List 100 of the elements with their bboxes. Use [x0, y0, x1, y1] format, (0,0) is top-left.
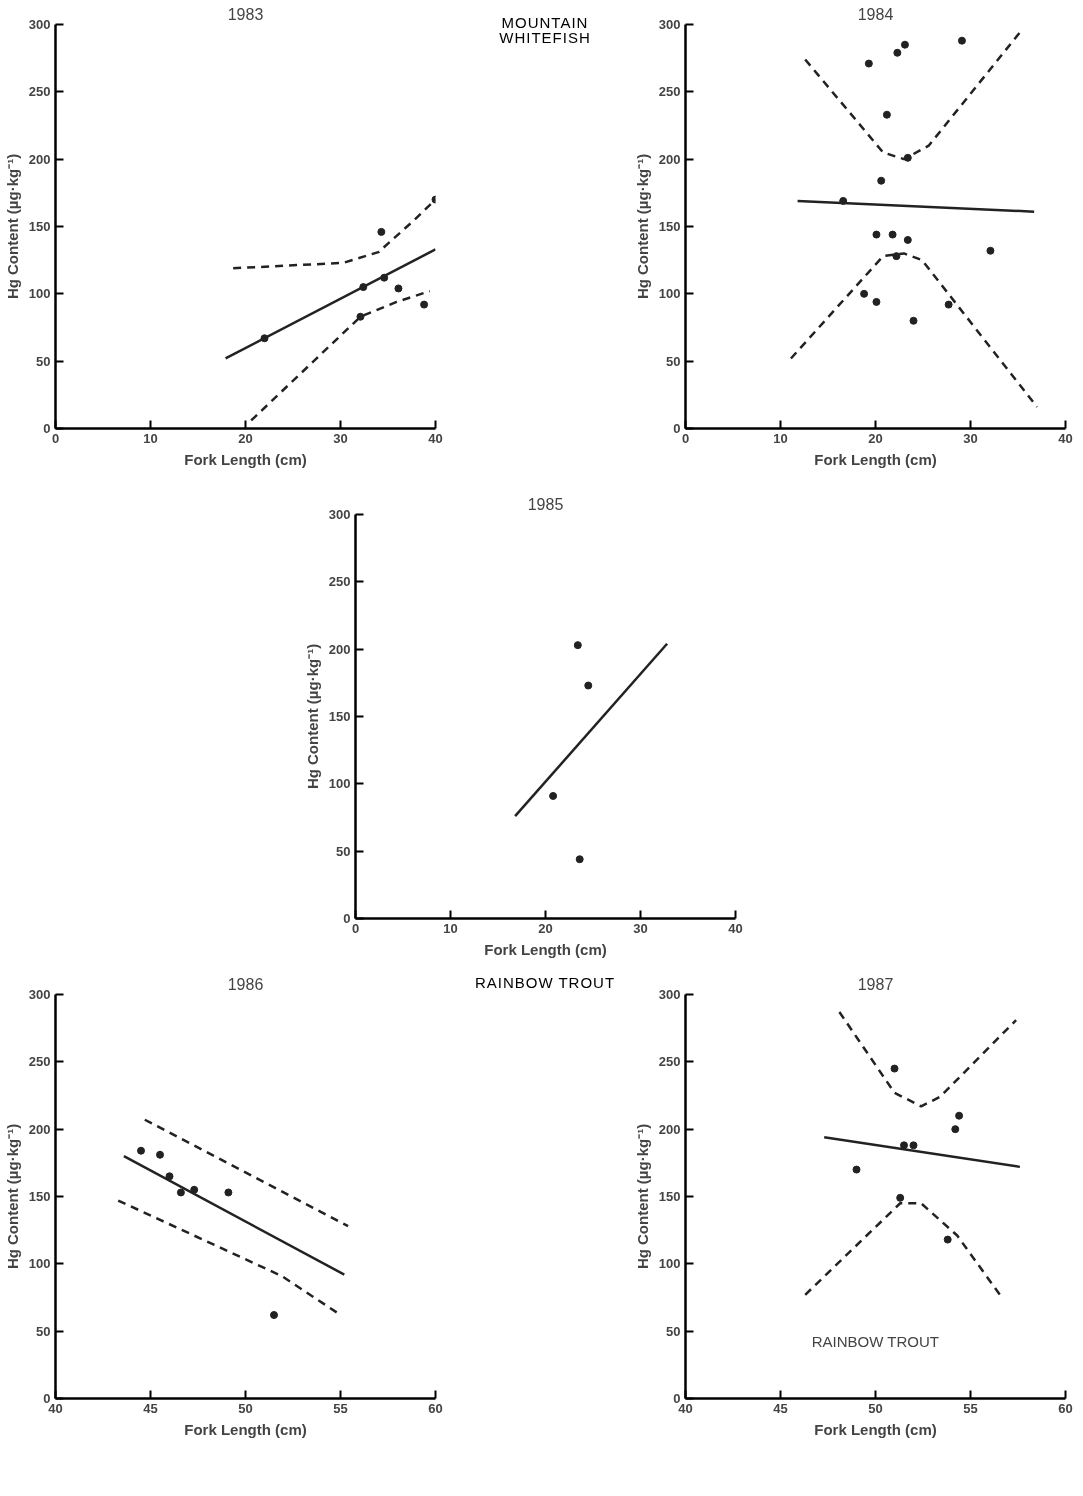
x-tick-label: 10 — [143, 430, 158, 446]
point — [888, 230, 897, 239]
y-tick-label: 250 — [658, 84, 681, 100]
point — [224, 1188, 233, 1197]
y-axis-title: Hg Content (µg·kg⁻¹) — [303, 643, 321, 790]
y-tick-label: 250 — [28, 1054, 51, 1070]
y-tick-label: 50 — [36, 1323, 51, 1339]
y-tick-label: 250 — [658, 1054, 681, 1070]
x-tick-label: 60 — [1058, 1400, 1073, 1416]
point — [549, 791, 558, 800]
point — [394, 284, 403, 293]
x-axis-title: Fork Length (cm) — [814, 1420, 937, 1438]
x-tick-label: 10 — [443, 920, 458, 936]
point — [892, 252, 901, 261]
x-tick-label: 55 — [333, 1400, 348, 1416]
y-tick-label: 50 — [36, 353, 51, 369]
text: MOUNTAIN WHITEFISH — [498, 14, 592, 46]
y-tick-label: 150 — [658, 1189, 681, 1204]
point — [156, 1150, 164, 1159]
text: RAINBOW TROUT — [474, 974, 616, 991]
point — [573, 641, 582, 650]
y-tick-label: 150 — [328, 709, 351, 724]
x-tick-label: 50 — [238, 1400, 253, 1416]
y-tick-label: 50 — [666, 1323, 681, 1339]
y-tick-label: 300 — [328, 507, 351, 522]
point — [420, 300, 429, 309]
chart-title: 1983 — [227, 5, 264, 23]
x-tick-label: 20 — [538, 920, 553, 936]
point — [270, 1311, 278, 1319]
y-tick-label: 300 — [28, 17, 51, 32]
y-tick-label: 300 — [658, 987, 681, 1002]
y-tick-label: 50 — [336, 843, 351, 859]
y-axis-title: Hg Content (µg·kg⁻¹) — [3, 153, 21, 300]
point — [584, 681, 593, 690]
x-axis-title: Fork Length (cm) — [814, 450, 937, 468]
x-tick-label: 50 — [868, 1400, 883, 1416]
y-tick-label: 200 — [28, 1121, 51, 1137]
point — [176, 1188, 185, 1197]
point — [377, 227, 386, 236]
point — [896, 1193, 905, 1202]
y-tick-label: 200 — [328, 641, 351, 657]
point — [909, 1141, 918, 1150]
chart-title: 1986 — [227, 975, 264, 993]
point — [575, 855, 584, 864]
point — [872, 297, 881, 306]
point — [356, 312, 365, 321]
point — [165, 1172, 174, 1181]
y-tick-label: 200 — [28, 151, 51, 167]
x-tick-label: 45 — [143, 1400, 158, 1416]
x-tick-label: 40 — [728, 920, 743, 936]
point — [951, 1125, 960, 1134]
point — [900, 1141, 908, 1150]
point — [903, 235, 912, 244]
point — [900, 40, 909, 49]
y-tick-label: 300 — [28, 987, 51, 1002]
x-tick-label: 30 — [333, 430, 348, 446]
x-tick-label: 30 — [963, 430, 978, 446]
line-series — [249, 289, 432, 422]
chart-title: 1985 — [527, 495, 564, 513]
x-tick-label: 60 — [428, 1400, 443, 1416]
x-tick-label: 55 — [963, 1400, 978, 1416]
y-axis-title: Hg Content (µg·kg⁻¹) — [3, 1123, 21, 1270]
point — [190, 1185, 199, 1194]
x-axis-title: Fork Length (cm) — [184, 450, 307, 468]
x-axis-title: Fork Length (cm) — [484, 940, 607, 958]
point — [877, 176, 886, 185]
point — [852, 1165, 861, 1174]
line-series — [803, 29, 1023, 161]
y-tick-label: 100 — [658, 1256, 681, 1272]
annotation: RAINBOW TROUT — [811, 1333, 939, 1351]
y-tick-label: 50 — [666, 353, 681, 369]
point — [137, 1146, 145, 1155]
point — [944, 300, 953, 309]
point — [957, 36, 966, 45]
x-axis-title: Fork Length (cm) — [184, 1420, 307, 1438]
line-series — [838, 1010, 1018, 1108]
point — [864, 59, 873, 68]
point — [943, 1235, 952, 1244]
y-tick-label: 200 — [658, 151, 681, 167]
y-axis-title: Hg Content (µg·kg⁻¹) — [633, 153, 651, 300]
x-tick-label: 40 — [428, 430, 443, 446]
x-tick-label: 10 — [773, 430, 788, 446]
point — [890, 1064, 899, 1073]
point — [860, 289, 869, 298]
y-tick-label: 250 — [328, 574, 351, 590]
point — [909, 316, 918, 325]
point — [893, 48, 902, 57]
point — [872, 230, 881, 239]
y-tick-label: 150 — [658, 219, 681, 234]
y-tick-label: 100 — [658, 286, 681, 302]
point — [986, 246, 995, 255]
x-tick-label: 20 — [868, 430, 883, 446]
y-tick-label: 100 — [328, 776, 351, 792]
y-tick-label: 250 — [28, 84, 51, 100]
line-series — [789, 252, 1039, 409]
chart-title: 1984 — [857, 5, 894, 23]
point — [882, 110, 891, 119]
y-tick-label: 150 — [28, 1189, 51, 1204]
y-tick-label: 300 — [658, 17, 681, 32]
x-tick-label: 45 — [773, 1400, 788, 1416]
